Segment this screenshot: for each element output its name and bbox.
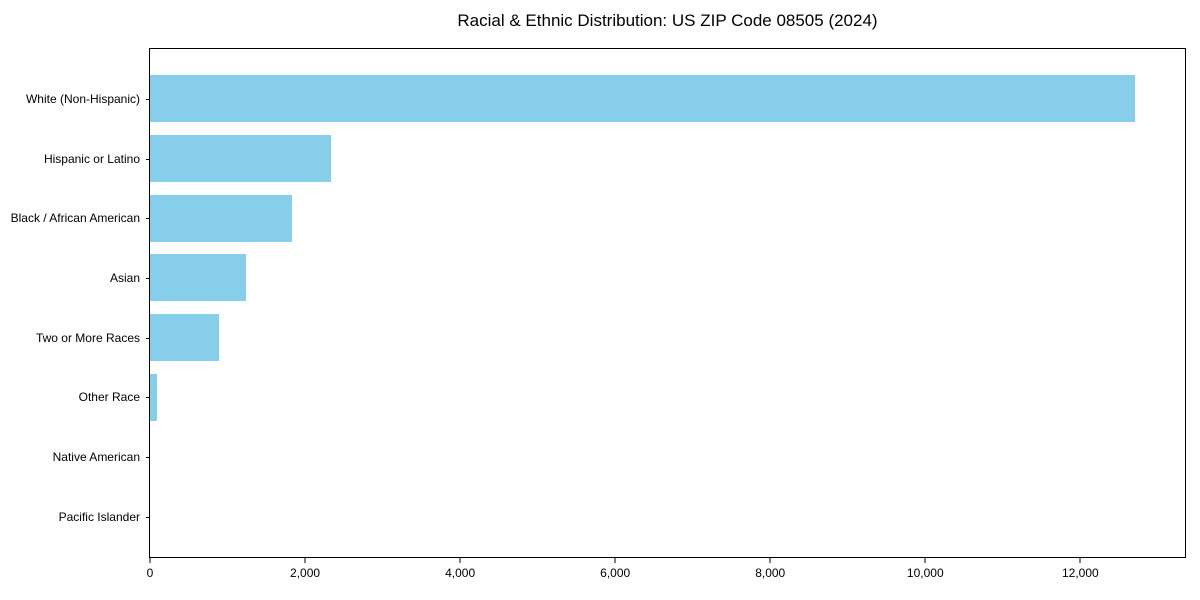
y-tick xyxy=(146,516,150,518)
x-tick-label: 2,000 xyxy=(290,566,321,580)
y-tick xyxy=(146,277,150,279)
category-label: Black / African American xyxy=(10,211,140,226)
x-tick-label: 6,000 xyxy=(600,566,631,580)
x-tick-label: 4,000 xyxy=(445,566,476,580)
bar-row: Hispanic or Latino xyxy=(44,129,1185,189)
category-label: Hispanic or Latino xyxy=(43,151,140,166)
x-tick-label: 8,000 xyxy=(755,566,786,580)
bar xyxy=(150,373,157,421)
bar xyxy=(150,314,219,362)
y-tick xyxy=(146,158,150,160)
bar-row: Black / African American xyxy=(11,188,1185,248)
bar-row: Other Race xyxy=(79,367,1185,427)
bar xyxy=(150,254,247,302)
bar-row: Pacific Islander xyxy=(59,487,1185,547)
x-tick xyxy=(149,558,151,563)
bar-row: Asian xyxy=(110,248,1185,308)
chart-title: Racial & Ethnic Distribution: US ZIP Cod… xyxy=(457,11,878,30)
x-tick xyxy=(769,558,771,563)
bar xyxy=(150,75,1135,123)
plot-area: White (Non-Hispanic) Hispanic or Latino Bl… xyxy=(11,48,1186,580)
x-tick-label: 12,000 xyxy=(1061,566,1099,580)
y-tick xyxy=(146,456,150,458)
x-tick xyxy=(1079,558,1081,563)
x-tick-label: 10,000 xyxy=(906,566,944,580)
category-label: Pacific Islander xyxy=(58,509,140,524)
y-tick xyxy=(146,397,150,399)
category-label: Asian xyxy=(109,270,140,285)
y-tick xyxy=(146,98,150,100)
y-tick xyxy=(146,337,150,339)
category-label: Native American xyxy=(52,449,140,464)
bar-row: Two or More Races xyxy=(36,308,1185,368)
bar-row: Native American xyxy=(53,427,1185,487)
x-tick xyxy=(614,558,616,563)
bar xyxy=(150,194,292,242)
category-label: Two or More Races xyxy=(35,330,140,345)
category-label: Other Race xyxy=(78,390,140,405)
x-tick-label: 0 xyxy=(146,566,154,580)
x-tick xyxy=(459,558,461,563)
x-tick xyxy=(924,558,926,563)
category-label: White (Non-Hispanic) xyxy=(25,91,140,106)
bar xyxy=(150,135,332,183)
x-tick xyxy=(304,558,306,563)
bar-row: White (Non-Hispanic) xyxy=(26,69,1185,129)
bars-container: White (Non-Hispanic) Hispanic or Latino Bl… xyxy=(11,49,1185,557)
y-tick xyxy=(146,218,150,220)
